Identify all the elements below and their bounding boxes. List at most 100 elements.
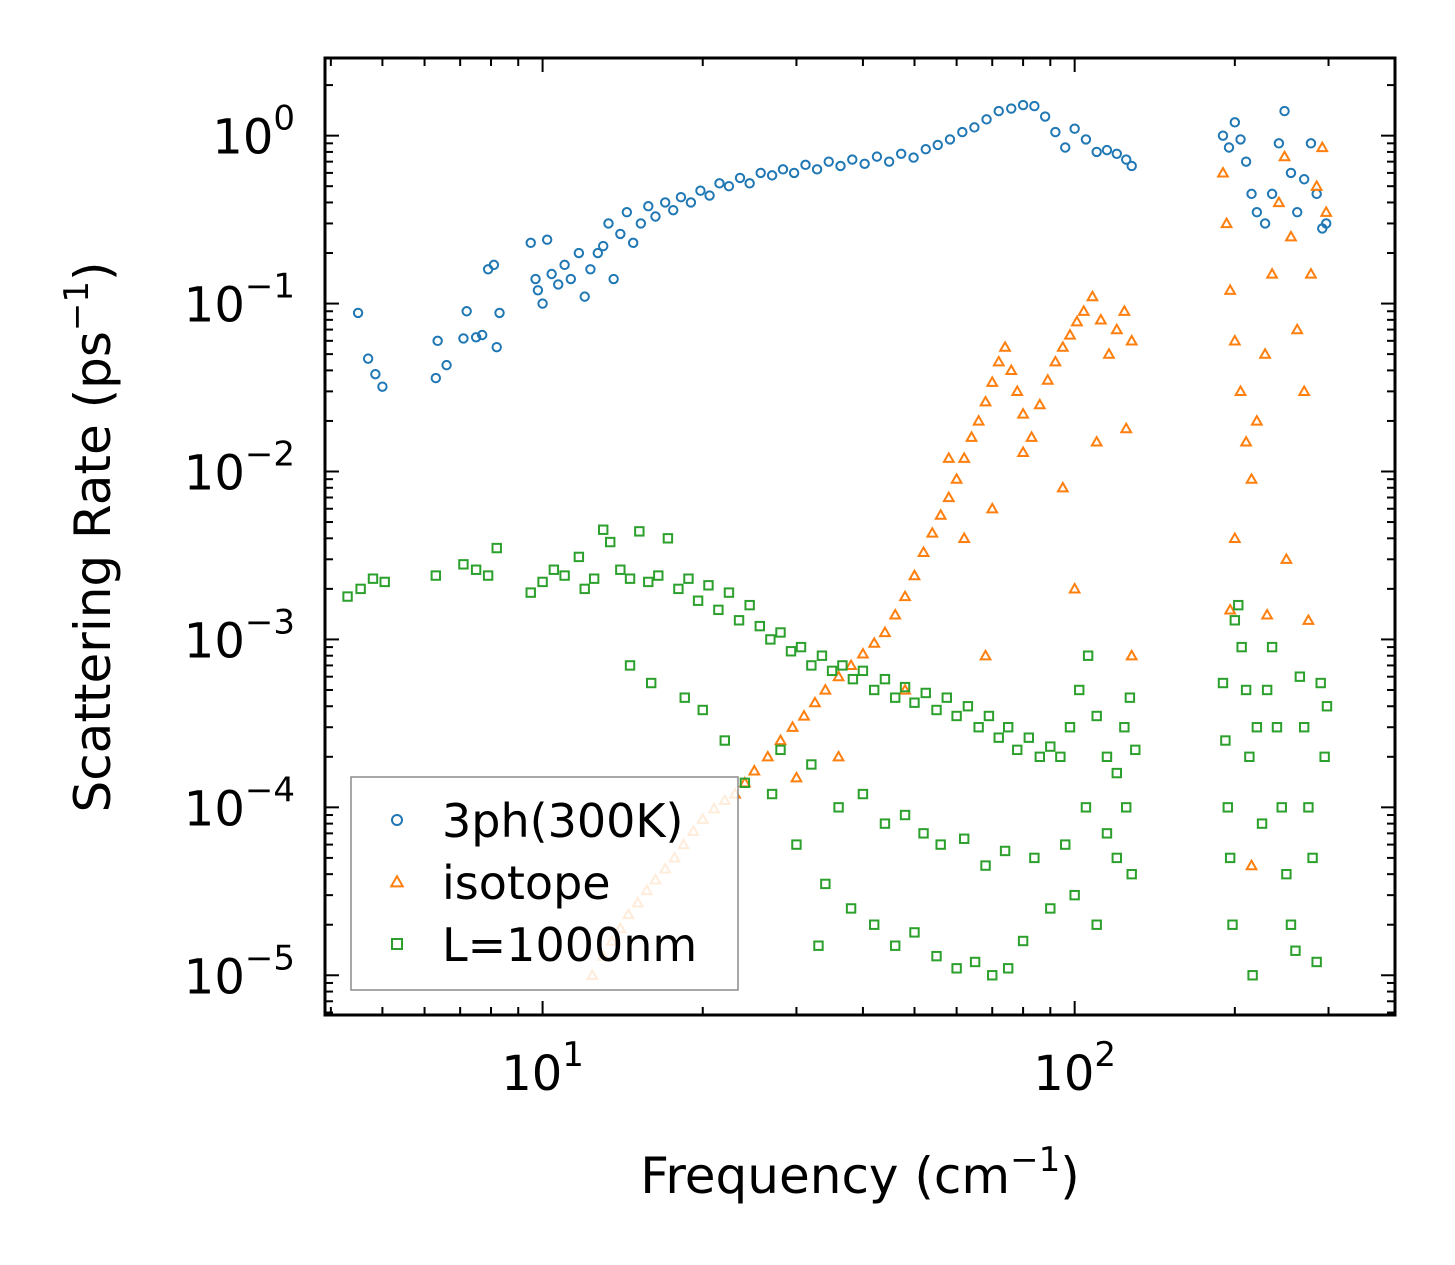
data-point	[733, 615, 745, 626]
data-point	[837, 660, 848, 671]
data-point	[1101, 828, 1113, 839]
data-point	[808, 695, 822, 708]
data-point	[673, 583, 684, 595]
data-point	[714, 178, 725, 189]
data-point	[1277, 149, 1292, 162]
data-point	[432, 335, 443, 347]
legend-marker	[391, 938, 403, 950]
data-point	[559, 259, 570, 271]
data-point	[932, 139, 943, 151]
data-point	[1004, 363, 1018, 376]
data-point	[1239, 435, 1253, 447]
legend-label: isotope	[442, 856, 611, 910]
data-point	[890, 940, 901, 951]
data-point	[935, 839, 946, 850]
data-point	[1055, 751, 1066, 762]
data-point	[1216, 166, 1230, 178]
data-point	[1034, 751, 1046, 762]
data-point	[525, 237, 536, 249]
data-point	[488, 259, 500, 271]
data-point	[816, 650, 828, 661]
data-point	[832, 669, 846, 682]
data-point	[1111, 852, 1122, 864]
data-point	[983, 710, 995, 722]
data-point	[826, 665, 838, 677]
data-point	[789, 770, 804, 783]
data-point	[634, 526, 645, 537]
data-point	[934, 508, 948, 520]
data-point	[1080, 134, 1092, 145]
data-point	[1297, 384, 1311, 397]
data-point	[1060, 839, 1071, 850]
data-point	[813, 940, 824, 951]
data-point	[957, 126, 968, 138]
data-point	[1060, 142, 1071, 153]
data-point	[1311, 188, 1322, 200]
data-point	[1023, 732, 1035, 743]
data-point	[1285, 167, 1297, 179]
data-point	[1017, 935, 1029, 947]
data-point	[942, 451, 956, 463]
data-point	[1256, 818, 1268, 829]
data-point	[978, 648, 993, 661]
data-point	[1056, 340, 1070, 352]
data-point	[985, 375, 999, 387]
data-point	[692, 595, 704, 606]
data-point	[1080, 802, 1092, 813]
data-point	[907, 568, 922, 581]
data-point	[643, 201, 654, 212]
data-point	[909, 927, 920, 938]
data-point	[844, 658, 858, 671]
series-l-1000nm	[342, 524, 1333, 981]
data-point	[754, 620, 765, 632]
x-axis-label: Frequency (cm−1)	[640, 1140, 1080, 1205]
y-tick-label: 10−1	[184, 267, 295, 334]
data-point	[1094, 313, 1108, 325]
data-point	[430, 570, 442, 581]
data-point	[981, 114, 992, 125]
data-point	[565, 273, 577, 285]
data-point	[494, 307, 505, 319]
data-point	[579, 291, 590, 302]
data-point	[899, 681, 911, 693]
data-point	[1319, 205, 1333, 217]
data-point	[1121, 154, 1132, 165]
data-point	[985, 501, 999, 514]
data-point	[1121, 802, 1132, 813]
data-point	[1077, 304, 1091, 316]
data-point	[1251, 207, 1263, 218]
data-point	[491, 542, 502, 554]
data-point	[603, 218, 614, 229]
data-point	[1311, 956, 1322, 968]
data-point	[1056, 480, 1070, 493]
data-point	[1029, 100, 1040, 112]
data-point	[867, 636, 881, 648]
data-point	[1284, 229, 1298, 242]
data-point	[1045, 903, 1056, 914]
data-point	[868, 684, 880, 696]
data-point	[1244, 472, 1259, 484]
data-point	[1224, 852, 1236, 864]
data-point	[1016, 445, 1030, 457]
data-point	[553, 279, 564, 290]
data-point	[916, 545, 931, 557]
data-point	[1265, 267, 1279, 279]
data-point	[835, 160, 846, 172]
data-point	[856, 647, 870, 659]
data-point	[908, 152, 919, 163]
data-point	[1091, 146, 1102, 158]
data-point	[1244, 751, 1255, 762]
data-point	[1290, 945, 1301, 956]
data-point	[1012, 744, 1023, 756]
data-point	[818, 683, 832, 695]
data-point	[1272, 195, 1286, 208]
data-point	[931, 704, 942, 716]
data-point	[1266, 641, 1278, 653]
legend-box	[350, 776, 739, 991]
data-point	[530, 273, 541, 285]
data-point	[1119, 421, 1133, 434]
data-point	[1321, 701, 1333, 712]
data-point	[775, 627, 786, 638]
data-point	[1064, 722, 1076, 733]
